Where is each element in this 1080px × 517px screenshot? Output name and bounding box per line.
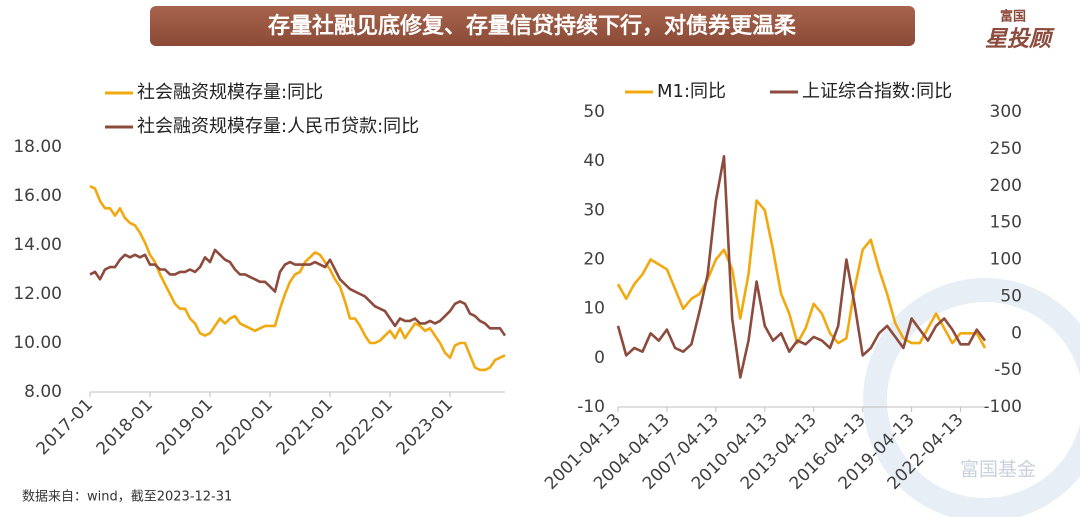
y-tick-label: 10 (583, 299, 605, 319)
y-tick-label: 50 (1000, 286, 1022, 306)
y-tick-label: 8.00 (24, 382, 62, 402)
series-line (89, 248, 507, 337)
y-tick-label: 18.00 (13, 137, 62, 157)
logo-top: 富国 (1000, 9, 1026, 25)
y-tick-label: -10 (577, 397, 605, 417)
y-tick-label: 30 (583, 200, 605, 220)
y-tick-label: 0 (594, 348, 605, 368)
x-tick-label: 2019-01 (153, 395, 217, 459)
legend-label: 社会融资规模存量:人民币贷款:同比 (137, 116, 419, 137)
source-note: 数据来自：wind，截至2023-12-31 (22, 490, 232, 505)
series-line (616, 155, 987, 379)
y-tick-label: 20 (583, 250, 605, 270)
title-bar (150, 6, 915, 46)
y-tick-label: -50 (994, 360, 1022, 380)
y-tick-label: 250 (990, 139, 1022, 159)
watermark: 富国基金 (960, 459, 1036, 481)
y-tick-label: 300 (990, 102, 1022, 122)
x-tick-label: 2020-01 (213, 395, 277, 459)
y-tick-label: 200 (990, 176, 1022, 196)
x-tick-label: 2018-01 (93, 395, 157, 459)
watermark-ring (863, 278, 1080, 517)
y-tick-label: 12.00 (13, 284, 62, 304)
y-tick-label: 16.00 (13, 186, 62, 206)
x-tick-label: 2022-01 (333, 395, 397, 459)
x-tick-label: 2017-01 (33, 395, 97, 459)
y-tick-label: -100 (983, 397, 1022, 417)
y-tick-label: 150 (990, 213, 1022, 233)
y-tick-label: 40 (583, 151, 605, 171)
slide-title: 存量社融见底修复、存量信贷持续下行，对债券更温柔 (268, 13, 797, 39)
legend-label: M1:同比 (657, 81, 726, 102)
series-line (616, 199, 987, 349)
x-tick-label: 2023-01 (393, 395, 457, 459)
legend-label: 社会融资规模存量:同比 (137, 82, 323, 103)
y-tick-label: 14.00 (13, 235, 62, 255)
series-line (89, 185, 506, 372)
logo-main: 星投顾 (985, 27, 1055, 52)
y-tick-label: 100 (990, 250, 1022, 270)
legend-label: 上证综合指数:同比 (802, 81, 952, 102)
y-tick-label: 50 (583, 102, 605, 122)
x-tick-label: 2021-01 (273, 395, 337, 459)
y-tick-label: 10.00 (13, 333, 62, 353)
y-tick-label: 0 (1011, 323, 1022, 343)
